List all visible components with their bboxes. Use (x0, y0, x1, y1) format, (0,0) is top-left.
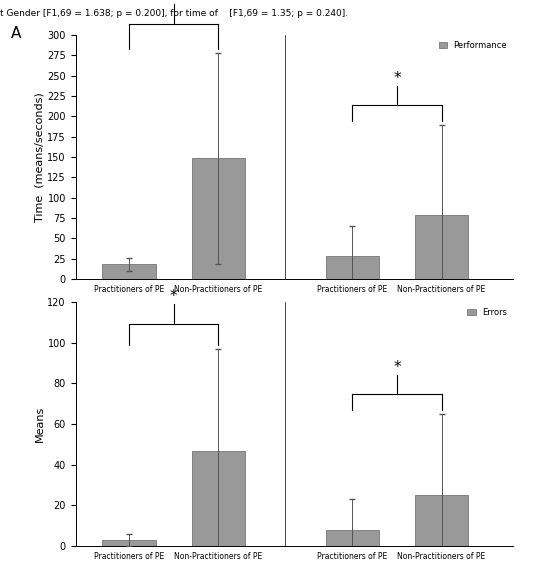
Text: *: * (393, 360, 401, 375)
Y-axis label: Means: Means (35, 406, 45, 442)
Text: t Gender [F1,69 = 1.638; p = 0.200], for time of    [F1,69 = 1.35; p = 0.240].: t Gender [F1,69 = 1.638; p = 0.200], for… (0, 9, 348, 17)
Bar (415, 214, 468, 279)
Text: A: A (11, 26, 21, 41)
Bar (326, 530, 379, 546)
Text: *: * (170, 0, 178, 4)
Bar (103, 540, 156, 546)
Text: *: * (393, 71, 401, 86)
Y-axis label: Time  (means/seconds): Time (means/seconds) (35, 92, 44, 222)
Text: Females: Females (377, 326, 417, 336)
Bar (103, 264, 156, 279)
Text: *: * (170, 289, 178, 304)
Text: Males: Males (160, 326, 188, 336)
Bar (192, 451, 245, 546)
Bar (415, 495, 468, 546)
Legend: Errors: Errors (465, 306, 509, 318)
Bar (192, 159, 245, 279)
Legend: Performance: Performance (437, 39, 509, 51)
Bar (326, 256, 379, 279)
